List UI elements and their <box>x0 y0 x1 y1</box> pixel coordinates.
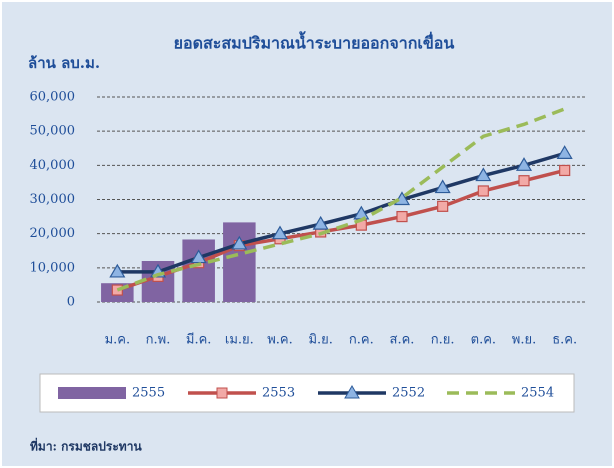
legend-marker <box>344 385 360 399</box>
y-axis-label: ล้าน ลบ.ม. <box>28 54 100 72</box>
y-tick-label: 0 <box>67 295 75 310</box>
line <box>117 151 566 274</box>
y-tick-label: 20,000 <box>30 226 76 241</box>
point <box>477 185 489 197</box>
point <box>475 167 492 182</box>
point <box>515 157 533 171</box>
point <box>271 225 289 240</box>
point <box>231 235 248 250</box>
chart-title: ยอดสะสมปริมาณน้ำระบายออกจากเขื่อน <box>174 31 455 53</box>
legend-label: 2555 <box>132 386 165 401</box>
y-tick-label: 40,000 <box>30 158 76 173</box>
x-tick-label: ม.ค. <box>105 333 131 348</box>
x-tick-label: เม.ย. <box>225 333 254 348</box>
point <box>109 263 126 278</box>
legend-label: 2552 <box>392 386 425 401</box>
point <box>437 200 449 212</box>
legend-label: 2554 <box>521 386 554 401</box>
x-tick-label: ธ.ค. <box>552 333 577 348</box>
legend-label: 2553 <box>262 386 295 401</box>
line <box>116 107 566 292</box>
point <box>556 145 573 159</box>
legend-marker <box>216 387 228 399</box>
y-tick-label: 60,000 <box>30 90 76 105</box>
y-tick-label: 30,000 <box>30 192 76 207</box>
legend-swatch <box>58 387 126 399</box>
bar <box>223 222 256 302</box>
x-tick-label: ต.ค. <box>471 333 496 348</box>
x-tick-label: ก.ค. <box>349 333 374 348</box>
x-tick-label: พ.ย. <box>512 333 536 348</box>
point <box>312 215 329 230</box>
point <box>518 175 530 187</box>
source: ที่มา: กรมชลประทาน <box>30 438 142 454</box>
x-tick-label: พ.ค. <box>267 333 293 348</box>
point <box>434 179 451 194</box>
x-tick-label: มี.ค. <box>186 332 212 348</box>
bar <box>182 239 215 302</box>
y-tick-label: 10,000 <box>30 260 76 275</box>
x-tick-label: ส.ค. <box>390 333 415 348</box>
x-tick-label: มิ.ย. <box>308 333 332 348</box>
y-tick-label: 50,000 <box>30 124 76 139</box>
x-tick-label: ก.พ. <box>146 333 171 348</box>
point <box>559 164 571 177</box>
point <box>190 249 207 264</box>
point <box>396 210 408 223</box>
x-tick-label: ก.ย. <box>431 333 455 348</box>
